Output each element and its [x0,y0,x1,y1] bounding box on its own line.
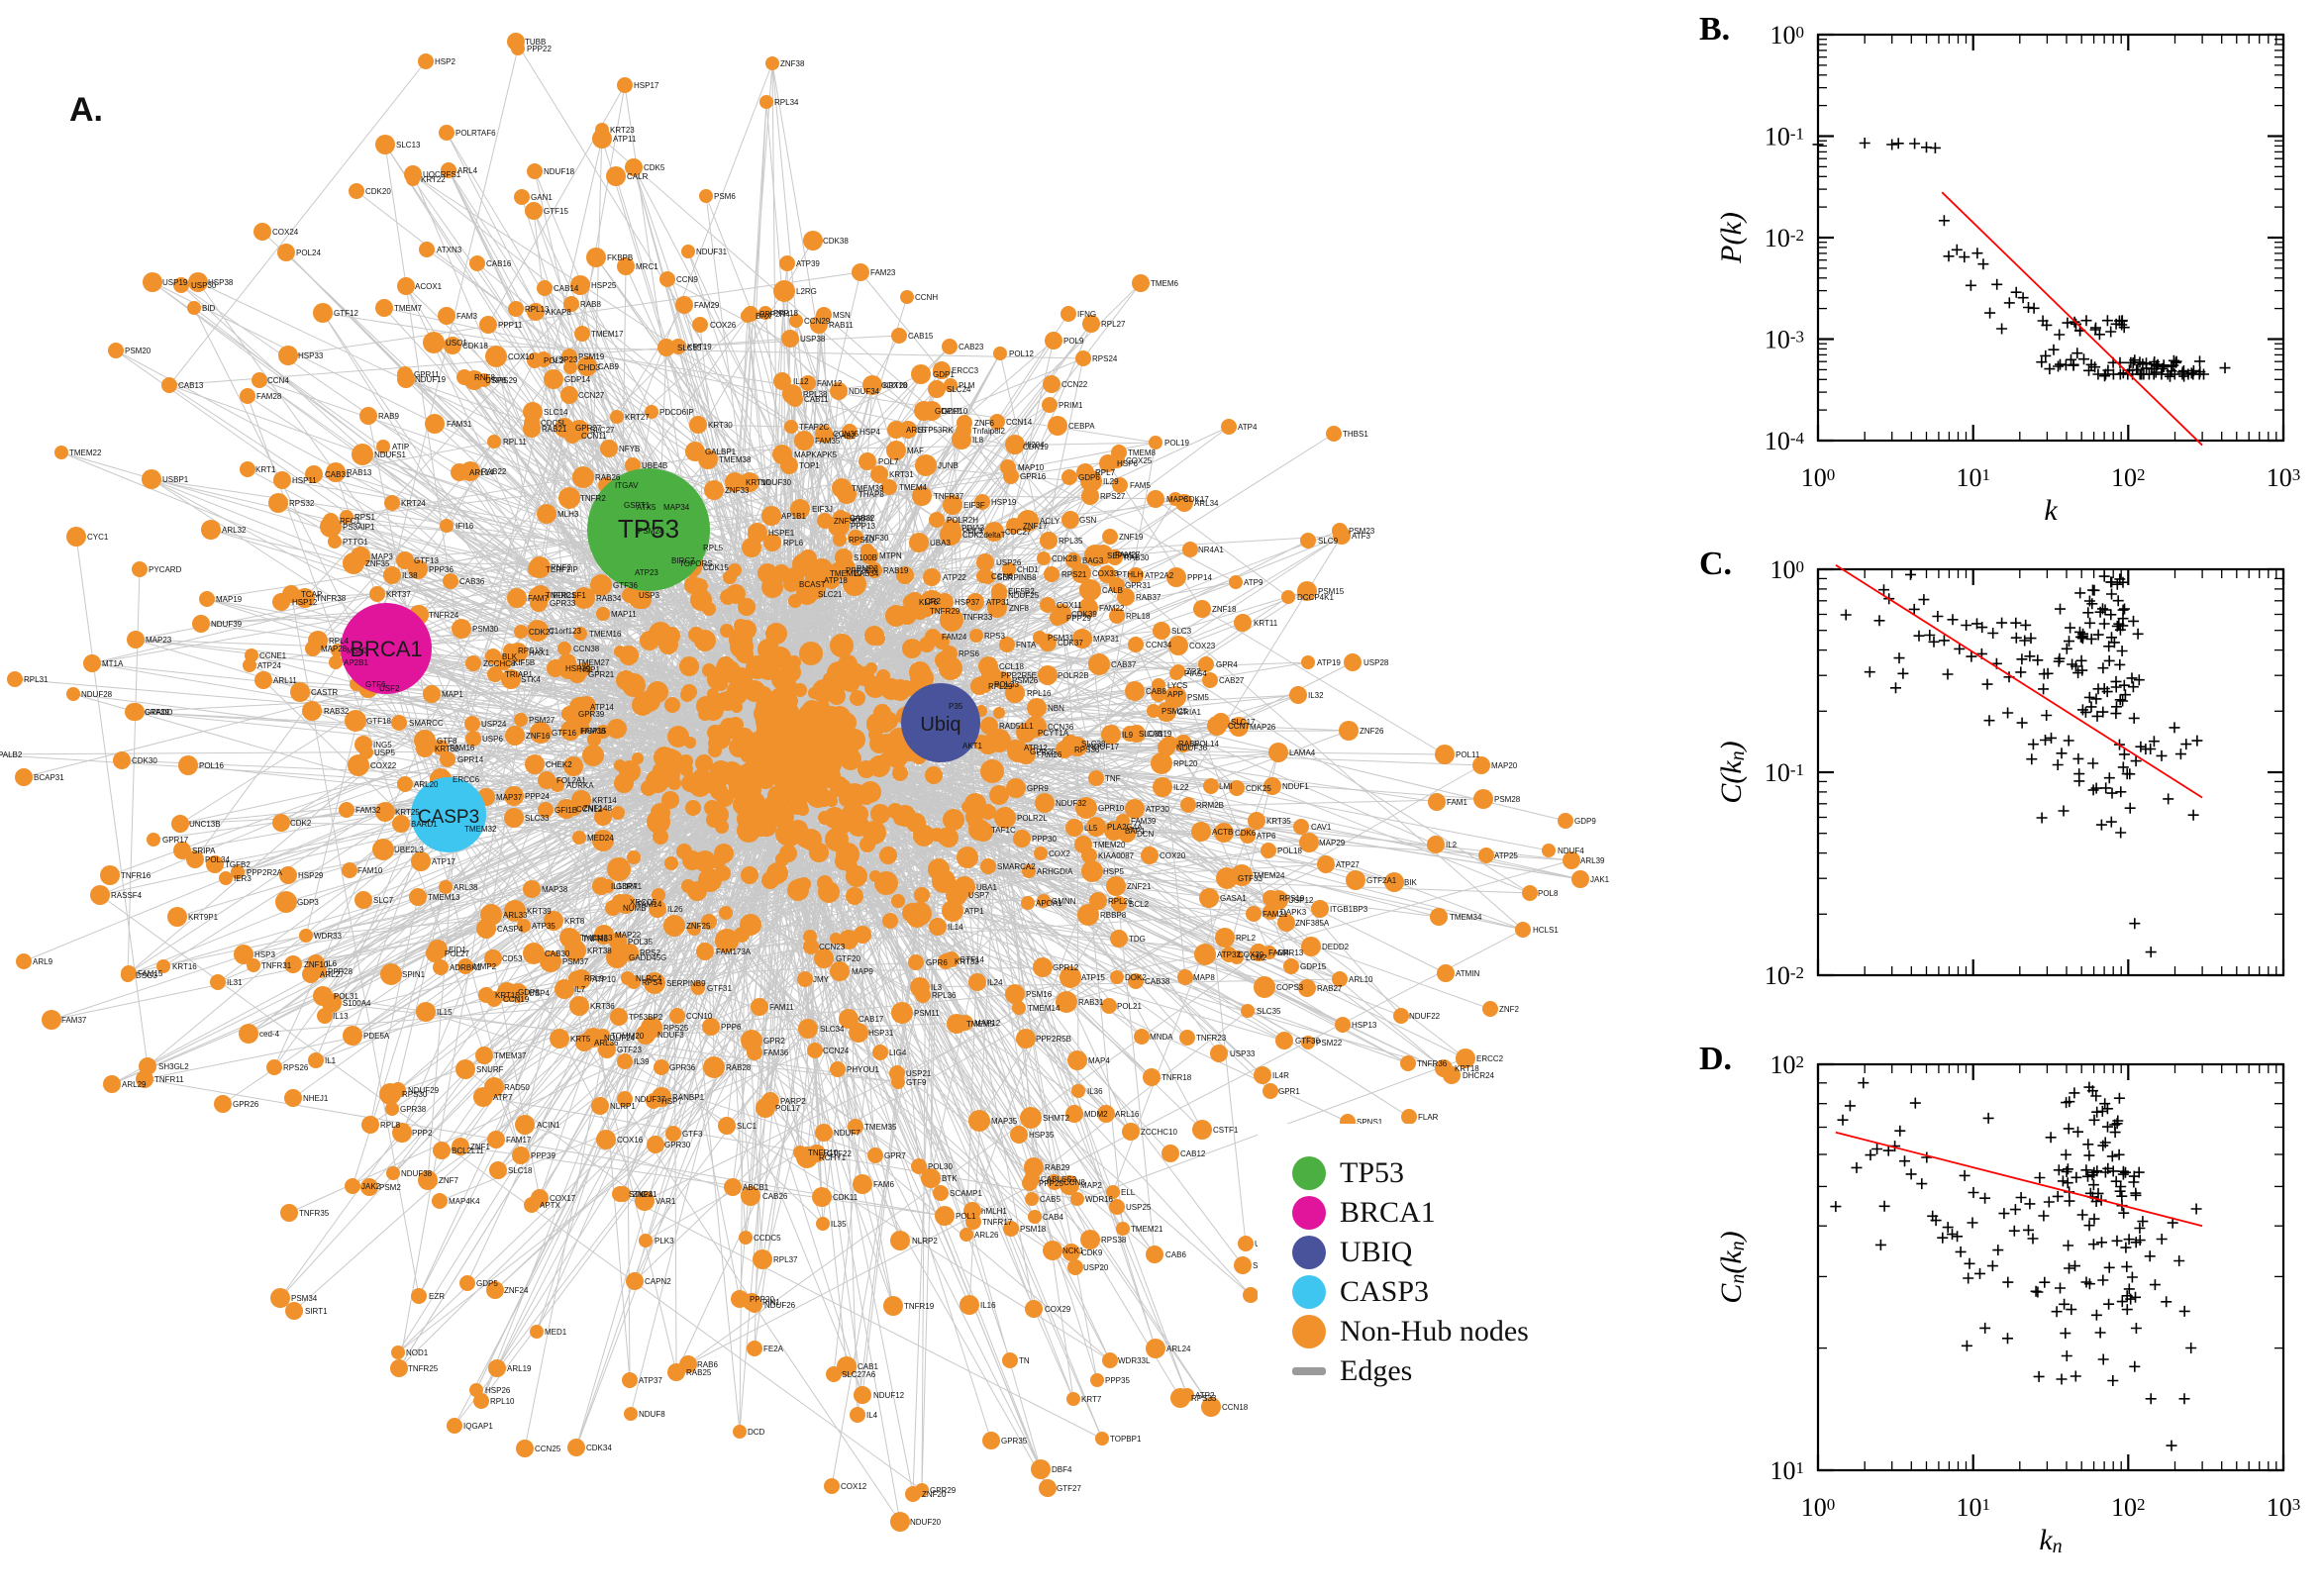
svg-text:LMI: LMI [1219,782,1232,791]
svg-text:IL29: IL29 [1103,477,1119,486]
svg-text:CCL18: CCL18 [999,662,1024,671]
svg-text:COX11: COX11 [1057,601,1082,610]
svg-text:NFYB: NFYB [619,445,640,453]
svg-text:CHEK2: CHEK2 [546,760,572,769]
svg-text:SLC34: SLC34 [820,1025,845,1034]
svg-text:FAM17: FAM17 [506,1136,532,1145]
svg-text:COX10: COX10 [508,352,535,361]
svg-text:MAP1: MAP1 [442,690,463,699]
svg-text:RPS6: RPS6 [959,649,979,658]
svg-text:ATP24: ATP24 [257,661,281,670]
svg-text:KRT39: KRT39 [527,907,552,916]
svg-text:GTF36: GTF36 [613,581,638,590]
svg-text:CASP4: CASP4 [497,925,524,934]
svg-text:COPS3: COPS3 [1276,983,1304,992]
svg-text:ACTB: ACTB [1212,828,1233,837]
svg-text:TNFR37: TNFR37 [934,492,964,501]
svg-text:LIG4: LIG4 [889,1048,907,1057]
svg-text:UBE4B: UBE4B [642,461,667,470]
svg-text:IL7: IL7 [574,985,586,994]
svg-text:CD53: CD53 [502,954,523,963]
svg-text:CAB26: CAB26 [762,1192,788,1201]
svg-text:IL9: IL9 [1122,731,1134,740]
svg-text:CCN34: CCN34 [1146,641,1172,649]
svg-text:PPP6: PPP6 [721,1023,742,1032]
svg-text:FKBPB: FKBPB [607,253,633,262]
svg-text:KRT25: KRT25 [395,808,420,817]
svg-text:KRT5: KRT5 [570,1035,591,1044]
svg-text:HSP5: HSP5 [1103,867,1124,876]
svg-text:CCN27: CCN27 [578,391,605,400]
svg-text:ATP23: ATP23 [635,568,658,577]
svg-text:MAP35: MAP35 [991,1117,1018,1126]
svg-text:ATP1: ATP1 [964,907,984,916]
svg-text:ARL33: ARL33 [503,911,528,920]
svg-text:POL12: POL12 [1009,349,1034,358]
svg-text:PSM27: PSM27 [529,716,556,725]
svg-text:ARL26: ARL26 [974,1231,999,1240]
svg-text:ABCB1: ABCB1 [743,1183,769,1192]
svg-text:PSM30: PSM30 [472,625,499,634]
svg-text:LYCS: LYCS [1167,681,1187,690]
svg-text:CDK25: CDK25 [1246,784,1271,793]
svg-text:PPP36: PPP36 [429,565,454,574]
